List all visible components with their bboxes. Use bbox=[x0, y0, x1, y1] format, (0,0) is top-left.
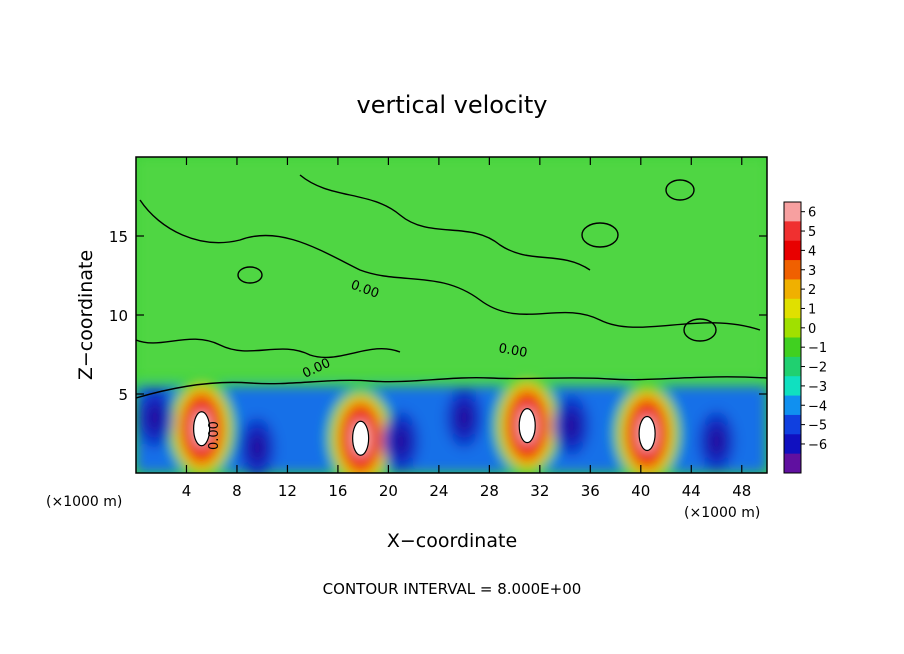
x-tick-label: 4 bbox=[182, 482, 192, 500]
x-unit-label-left: (×1000 m) bbox=[46, 494, 122, 510]
velocity-field bbox=[136, 157, 767, 473]
zero-contour bbox=[581, 222, 619, 248]
downdraft-band bbox=[248, 431, 267, 464]
colorbar-tick-label: −4 bbox=[808, 399, 827, 414]
zero-contour bbox=[665, 179, 695, 201]
colorbar-swatch bbox=[784, 260, 801, 280]
updraft-core bbox=[638, 415, 656, 452]
colorbar-tick-label: 2 bbox=[808, 283, 816, 298]
colorbar-tick-label: −1 bbox=[808, 341, 827, 356]
x-tick-label: 12 bbox=[278, 482, 297, 500]
colorbar-tick-label: 5 bbox=[808, 225, 816, 240]
colorbar-tick-label: −5 bbox=[808, 419, 827, 434]
x-tick-label: 36 bbox=[581, 482, 600, 500]
x-axis-label: X−coordinate bbox=[387, 530, 517, 552]
chart-title: vertical velocity bbox=[357, 91, 548, 119]
colorbar-swatch bbox=[784, 414, 801, 435]
colorbar-tick-label: 0 bbox=[808, 322, 816, 337]
colorbar-swatch bbox=[784, 376, 801, 397]
downdraft-band bbox=[145, 401, 164, 434]
colorbar-tick-label: 3 bbox=[808, 264, 816, 279]
x-tick-label: 48 bbox=[732, 482, 751, 500]
colorbar-tick-label: 1 bbox=[808, 302, 816, 317]
colorbar-swatch bbox=[784, 221, 801, 242]
downdraft-band bbox=[707, 425, 726, 458]
contour-label: 0.00 bbox=[207, 421, 222, 450]
y-tick-label: 5 bbox=[118, 386, 128, 404]
updraft-cores bbox=[193, 408, 656, 456]
updraft-core bbox=[352, 420, 370, 456]
x-tick-label: 24 bbox=[429, 482, 448, 500]
y-tick-label: 10 bbox=[109, 307, 128, 325]
downdraft-band bbox=[392, 425, 411, 458]
y-tick-label: 15 bbox=[109, 228, 128, 246]
zero-contour bbox=[139, 199, 761, 331]
zero-contour bbox=[237, 266, 263, 284]
colorbar-tick-label: −2 bbox=[808, 361, 827, 376]
colorbar: 6 5 4 3 2 1 0 −1 −2 −3 −4 −5 −6 bbox=[783, 201, 827, 474]
plot-area bbox=[136, 157, 767, 473]
colorbar-tick-label: 6 bbox=[808, 206, 816, 221]
x-tick-label: 8 bbox=[232, 482, 242, 500]
colorbar-swatch bbox=[784, 240, 801, 261]
x-tick-label: 28 bbox=[480, 482, 499, 500]
colorbar-swatch bbox=[784, 298, 801, 319]
colorbar-frame bbox=[783, 201, 802, 474]
zero-contour bbox=[683, 318, 717, 342]
colorbar-swatch bbox=[784, 202, 801, 222]
colorbar-swatch bbox=[784, 337, 801, 358]
zero-contour bbox=[136, 338, 401, 359]
y-axis: 5 10 15 bbox=[109, 228, 767, 404]
colorbar-tick-label: 4 bbox=[808, 244, 816, 259]
updraft-core bbox=[518, 408, 536, 444]
downdraft-band bbox=[455, 401, 474, 434]
downdraft-band bbox=[562, 409, 581, 442]
x-tick-label: 16 bbox=[328, 482, 347, 500]
x-axis: 4 8 12 16 20 24 28 32 36 40 44 48 bbox=[182, 157, 751, 500]
colorbar-swatch bbox=[784, 356, 801, 377]
y-axis-label: Z−coordinate bbox=[75, 250, 97, 380]
colorbar-tick-label: −6 bbox=[808, 438, 827, 453]
x-tick-label: 40 bbox=[631, 482, 650, 500]
colorbar-swatch bbox=[784, 434, 801, 455]
colorbar-swatch bbox=[784, 395, 801, 416]
colorbar-swatch bbox=[784, 318, 801, 338]
x-tick-label: 20 bbox=[379, 482, 398, 500]
zero-contour bbox=[136, 376, 767, 399]
zero-contours bbox=[136, 174, 767, 399]
x-unit-label-right: (×1000 m) bbox=[684, 505, 760, 521]
upper-layer bbox=[136, 157, 767, 379]
contour-label: 0.00 bbox=[497, 341, 528, 361]
zero-contour bbox=[299, 174, 591, 271]
updraft-core bbox=[193, 411, 211, 447]
x-tick-label: 32 bbox=[530, 482, 549, 500]
colorbar-swatch bbox=[784, 453, 801, 474]
colorbar-tick-label: −3 bbox=[808, 380, 827, 395]
x-tick-label: 44 bbox=[682, 482, 701, 500]
colorbar-swatch bbox=[784, 279, 801, 300]
contour-interval-note: CONTOUR INTERVAL = 8.000E+00 bbox=[323, 580, 582, 598]
